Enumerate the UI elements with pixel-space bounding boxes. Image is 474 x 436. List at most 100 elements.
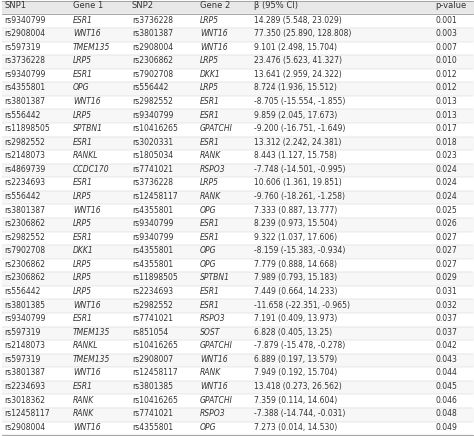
Text: LRP5: LRP5 — [200, 178, 219, 187]
Text: WNT16: WNT16 — [73, 423, 100, 432]
Text: 0.024: 0.024 — [436, 165, 457, 174]
Text: 77.350 (25.890, 128.808): 77.350 (25.890, 128.808) — [254, 29, 352, 38]
Text: ESR1: ESR1 — [200, 233, 220, 242]
Text: 7.449 (0.664, 14.233): 7.449 (0.664, 14.233) — [254, 287, 337, 296]
Bar — [2, 232, 473, 245]
Text: 10.606 (1.361, 19.851): 10.606 (1.361, 19.851) — [254, 178, 342, 187]
Text: ESR1: ESR1 — [73, 138, 93, 147]
Text: RANKL: RANKL — [73, 151, 99, 160]
Text: -9.760 (-18.261, -1.258): -9.760 (-18.261, -1.258) — [254, 192, 345, 201]
Text: ESR1: ESR1 — [73, 233, 93, 242]
Text: rs2908004: rs2908004 — [5, 423, 46, 432]
Text: rs7902708: rs7902708 — [5, 246, 46, 255]
Text: 0.003: 0.003 — [436, 29, 457, 38]
Text: RANK: RANK — [200, 192, 221, 201]
Text: 7.949 (0.192, 15.704): 7.949 (0.192, 15.704) — [254, 368, 337, 378]
Text: rs12458117: rs12458117 — [132, 192, 177, 201]
Text: -9.200 (-16.751, -1.649): -9.200 (-16.751, -1.649) — [254, 124, 346, 133]
Text: ESR1: ESR1 — [73, 16, 93, 24]
Bar — [2, 41, 473, 55]
Text: SNP2: SNP2 — [132, 1, 154, 10]
Text: SNP1: SNP1 — [5, 1, 27, 10]
Bar — [2, 367, 473, 381]
Bar — [2, 69, 473, 82]
Text: 0.027: 0.027 — [436, 260, 457, 269]
Text: CCDC170: CCDC170 — [73, 165, 109, 174]
Text: rs597319: rs597319 — [5, 43, 41, 52]
Text: rs4355801: rs4355801 — [132, 423, 173, 432]
Bar — [2, 136, 473, 150]
Bar — [2, 1, 473, 14]
Text: rs3020331: rs3020331 — [132, 138, 173, 147]
Text: OPG: OPG — [73, 83, 90, 92]
Bar — [2, 82, 473, 96]
Text: rs4355801: rs4355801 — [132, 246, 173, 255]
Text: rs4355801: rs4355801 — [132, 260, 173, 269]
Text: 7.273 (0.014, 14.530): 7.273 (0.014, 14.530) — [254, 423, 337, 432]
Text: LRP5: LRP5 — [73, 260, 92, 269]
Text: 9.859 (2.045, 17.673): 9.859 (2.045, 17.673) — [254, 111, 337, 119]
Bar — [2, 408, 473, 422]
Text: 7.191 (0.409, 13.973): 7.191 (0.409, 13.973) — [254, 314, 337, 323]
Text: WNT16: WNT16 — [200, 355, 228, 364]
Text: 6.889 (0.197, 13.579): 6.889 (0.197, 13.579) — [254, 355, 337, 364]
Text: Gene 2: Gene 2 — [200, 1, 230, 10]
Text: RANK: RANK — [73, 409, 94, 418]
Bar — [2, 286, 473, 300]
Text: rs10416265: rs10416265 — [132, 341, 178, 350]
Text: rs2982552: rs2982552 — [5, 233, 46, 242]
Text: rs7741021: rs7741021 — [132, 314, 173, 323]
Bar — [2, 300, 473, 313]
Text: DKK1: DKK1 — [200, 70, 221, 79]
Text: rs7902708: rs7902708 — [132, 70, 173, 79]
Text: 0.024: 0.024 — [436, 178, 457, 187]
Text: 0.024: 0.024 — [436, 192, 457, 201]
Text: 0.010: 0.010 — [436, 56, 457, 65]
Text: LRP5: LRP5 — [73, 192, 92, 201]
Text: OPG: OPG — [200, 246, 217, 255]
Text: rs2234693: rs2234693 — [5, 178, 46, 187]
Text: 14.289 (5.548, 23.029): 14.289 (5.548, 23.029) — [254, 16, 342, 24]
Bar — [2, 272, 473, 286]
Text: OPG: OPG — [200, 260, 217, 269]
Text: rs9340799: rs9340799 — [5, 70, 46, 79]
Text: ESR1: ESR1 — [200, 138, 220, 147]
Bar — [2, 218, 473, 232]
Text: GPATCHI: GPATCHI — [200, 124, 233, 133]
Bar — [2, 354, 473, 367]
Text: LRP5: LRP5 — [73, 56, 92, 65]
Text: rs597319: rs597319 — [5, 355, 41, 364]
Text: 0.026: 0.026 — [436, 219, 457, 228]
Text: rs11898505: rs11898505 — [5, 124, 51, 133]
Text: 8.239 (0.973, 15.504): 8.239 (0.973, 15.504) — [254, 219, 337, 228]
Text: ESR1: ESR1 — [200, 300, 220, 310]
Text: RSPO3: RSPO3 — [200, 409, 226, 418]
Text: rs2234693: rs2234693 — [5, 382, 46, 391]
Text: rs7741021: rs7741021 — [132, 409, 173, 418]
Text: LRP5: LRP5 — [200, 56, 219, 65]
Bar — [2, 204, 473, 218]
Text: ESR1: ESR1 — [73, 382, 93, 391]
Text: rs556442: rs556442 — [5, 192, 41, 201]
Text: rs3801385: rs3801385 — [5, 300, 46, 310]
Text: 0.044: 0.044 — [436, 368, 457, 378]
Bar — [2, 164, 473, 177]
Text: rs2148073: rs2148073 — [5, 341, 46, 350]
Text: 0.013: 0.013 — [436, 97, 457, 106]
Text: ESR1: ESR1 — [200, 287, 220, 296]
Text: 13.312 (2.242, 24.381): 13.312 (2.242, 24.381) — [254, 138, 342, 147]
Text: GPATCHI: GPATCHI — [200, 341, 233, 350]
Text: LRP5: LRP5 — [73, 287, 92, 296]
Text: LRP5: LRP5 — [200, 16, 219, 24]
Text: rs3736228: rs3736228 — [132, 178, 173, 187]
Text: rs10416265: rs10416265 — [132, 124, 178, 133]
Text: 0.001: 0.001 — [436, 16, 457, 24]
Text: p-value: p-value — [436, 1, 467, 10]
Text: rs9340799: rs9340799 — [5, 314, 46, 323]
Text: 0.027: 0.027 — [436, 246, 457, 255]
Text: rs2306862: rs2306862 — [5, 260, 46, 269]
Text: RANK: RANK — [200, 151, 221, 160]
Text: RANK: RANK — [200, 368, 221, 378]
Text: SOST: SOST — [200, 328, 220, 337]
Text: rs3736228: rs3736228 — [5, 56, 46, 65]
